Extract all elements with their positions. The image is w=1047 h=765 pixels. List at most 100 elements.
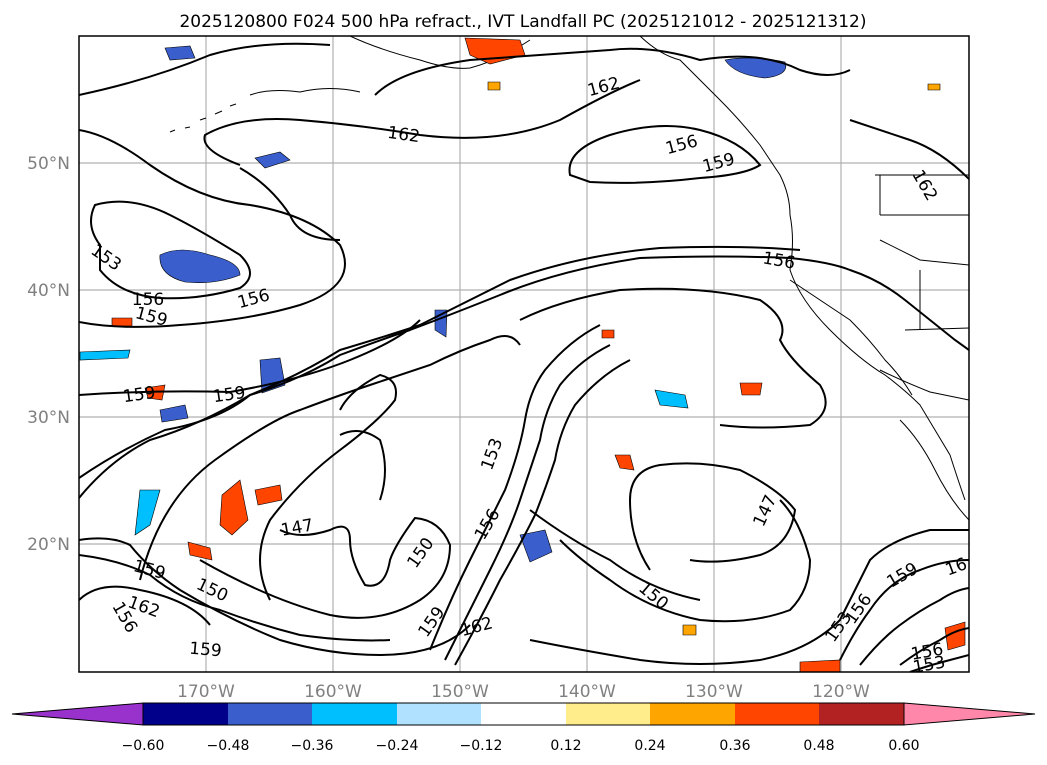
colorbar-tick-label: −0.24 bbox=[376, 738, 419, 754]
positive-anomaly bbox=[601, 329, 615, 339]
colorbar-segment bbox=[481, 703, 566, 725]
border-us-mexico bbox=[879, 369, 969, 401]
contour-line bbox=[79, 255, 969, 499]
colorbar-extend-high bbox=[903, 702, 1036, 726]
positive-anomaly bbox=[187, 541, 213, 561]
contour-line bbox=[79, 42, 331, 96]
contour-line bbox=[79, 554, 391, 642]
contour-line bbox=[374, 47, 851, 96]
contour-label: 162 bbox=[386, 123, 421, 147]
lat-tick-label: 50°N bbox=[27, 154, 70, 174]
contour-line bbox=[79, 245, 801, 479]
lon-tick-label: 130°W bbox=[685, 682, 743, 702]
state-province-borders bbox=[875, 174, 969, 331]
colorbar-tick-label: 0.36 bbox=[719, 738, 750, 754]
negative-anomaly bbox=[519, 529, 553, 563]
contour-line bbox=[199, 516, 452, 619]
positive-anomaly bbox=[254, 484, 283, 506]
contour-line bbox=[429, 324, 601, 651]
negative-anomaly bbox=[79, 349, 131, 361]
contour-line bbox=[139, 335, 521, 581]
contour-label: 153 bbox=[911, 652, 946, 677]
positive-anomaly bbox=[799, 659, 841, 672]
lat-tick-label: 20°N bbox=[27, 535, 70, 555]
contour-line bbox=[444, 344, 611, 661]
contour-line bbox=[859, 587, 969, 666]
negative-anomaly bbox=[134, 489, 161, 536]
map-content: 162 162 156 159 162 153 156 159 156 159 … bbox=[79, 36, 969, 677]
contour-line bbox=[568, 125, 762, 184]
coastline-aleutian-islands bbox=[169, 103, 237, 133]
longitude-labels: 170°W 160°W 150°W 140°W 130°W 120°W bbox=[177, 682, 870, 702]
positive-anomaly bbox=[614, 454, 635, 471]
contour-line bbox=[849, 119, 969, 181]
colorbar-segment bbox=[650, 703, 735, 725]
colorbar-tick-label: −0.12 bbox=[460, 738, 503, 754]
positive-anomaly bbox=[927, 83, 941, 91]
latitude-labels: 50°N 40°N 30°N 20°N bbox=[27, 154, 70, 555]
refractivity-contours bbox=[79, 42, 969, 672]
contour-line bbox=[899, 627, 969, 666]
colorbar-tick-label: −0.60 bbox=[122, 738, 165, 754]
contour-line bbox=[529, 509, 701, 601]
contour-line bbox=[559, 499, 812, 623]
contour-line bbox=[519, 287, 827, 429]
contour-line bbox=[203, 79, 641, 166]
contour-label: 159 bbox=[122, 383, 157, 407]
contour-line bbox=[529, 529, 969, 665]
contour-label: 159 bbox=[188, 639, 222, 662]
positive-anomaly bbox=[219, 479, 249, 536]
negative-anomaly bbox=[164, 45, 196, 61]
map-panel: 162 162 156 159 162 153 156 159 156 159 … bbox=[78, 35, 970, 677]
contour-labels: 162 162 156 159 162 153 156 159 156 159 … bbox=[87, 73, 969, 677]
coastline-mexico bbox=[899, 419, 969, 521]
contour-line bbox=[454, 359, 631, 666]
ivt-anomaly-fills bbox=[79, 37, 966, 672]
colorbar-segment bbox=[397, 703, 481, 725]
map-background bbox=[79, 36, 969, 672]
contour-line bbox=[909, 654, 969, 672]
positive-anomaly bbox=[487, 81, 501, 91]
lon-tick-label: 140°W bbox=[558, 682, 616, 702]
colorbar-tick-label: 0.60 bbox=[888, 738, 919, 754]
lon-tick-label: 120°W bbox=[812, 682, 870, 702]
colorbar: −0.60 −0.48 −0.36 −0.24 −0.12 0.12 0.24 … bbox=[11, 702, 1036, 754]
colorbar-tick-label: −0.36 bbox=[291, 738, 334, 754]
contour-line bbox=[79, 537, 471, 657]
colorbar-segment bbox=[143, 703, 228, 725]
colorbar-segment bbox=[566, 703, 650, 725]
negative-anomaly bbox=[159, 404, 189, 423]
negative-anomaly bbox=[159, 249, 241, 283]
positive-anomaly bbox=[111, 317, 133, 327]
coastline-baja bbox=[789, 279, 913, 396]
lon-tick-label: 170°W bbox=[177, 682, 235, 702]
contour-line bbox=[628, 462, 797, 571]
contour-line bbox=[79, 129, 346, 328]
map-title: 2025120800 F024 500 hPa refract., IVT La… bbox=[179, 12, 866, 32]
positive-anomaly bbox=[739, 382, 763, 396]
colorbar-tick-label: 0.12 bbox=[550, 738, 581, 754]
contour-line bbox=[339, 430, 386, 501]
colorbar-segment bbox=[228, 703, 312, 725]
coastline-west-north-america bbox=[639, 36, 966, 501]
colorbar-segment bbox=[312, 703, 397, 725]
contour-line bbox=[839, 559, 969, 661]
contour-label: 156 bbox=[132, 290, 164, 310]
positive-anomaly bbox=[944, 621, 966, 651]
colorbar-frame bbox=[142, 702, 905, 726]
colorbar-ticks: −0.60 −0.48 −0.36 −0.24 −0.12 0.12 0.24 … bbox=[122, 738, 920, 754]
contour-line bbox=[90, 200, 251, 300]
colorbar-segment bbox=[735, 703, 819, 725]
colorbar-extend-low bbox=[11, 702, 144, 726]
contour-line bbox=[259, 373, 397, 601]
lat-tick-label: 30°N bbox=[27, 408, 70, 428]
positive-anomaly bbox=[682, 624, 697, 636]
contour-line bbox=[79, 585, 211, 626]
negative-anomaly bbox=[654, 389, 689, 409]
colorbar-tick-label: −0.48 bbox=[207, 738, 250, 754]
colorbar-tick-label: 0.24 bbox=[634, 738, 665, 754]
contour-label: 159 bbox=[212, 383, 247, 407]
negative-anomaly bbox=[254, 151, 291, 169]
lat-tick-label: 40°N bbox=[27, 281, 70, 301]
